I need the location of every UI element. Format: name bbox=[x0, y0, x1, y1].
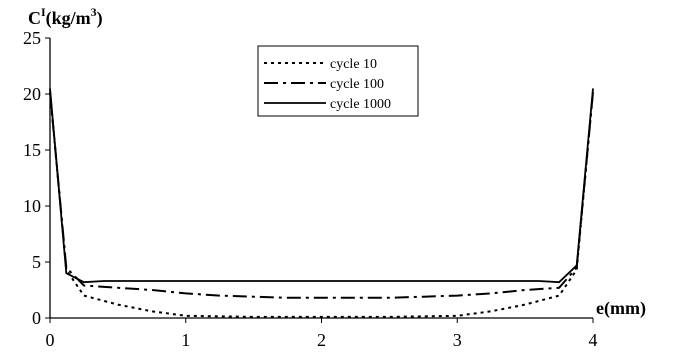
series-line-cycle-100 bbox=[49, 91, 594, 299]
series-lines bbox=[49, 88, 594, 318]
y-tick-label: 0 bbox=[32, 308, 41, 328]
x-axis-title: e(mm) bbox=[596, 298, 646, 319]
x-tick-label: 4 bbox=[589, 330, 598, 350]
x-tick-label: 1 bbox=[181, 330, 190, 350]
y-tick-label: 10 bbox=[23, 196, 41, 216]
legend-label: cycle 1000 bbox=[330, 97, 391, 112]
y-tick-label: 25 bbox=[23, 28, 41, 48]
x-tick-label: 0 bbox=[46, 330, 55, 350]
x-tick-label: 3 bbox=[453, 330, 462, 350]
legend-label: cycle 100 bbox=[330, 77, 384, 92]
y-tick-label: 15 bbox=[23, 140, 41, 160]
y-tick-label: 20 bbox=[23, 84, 41, 104]
legend: cycle 10 cycle 100 cycle 1000 bbox=[257, 45, 419, 117]
series-line-cycle-10 bbox=[49, 91, 594, 318]
x-tick-label: 2 bbox=[317, 330, 326, 350]
legend-box bbox=[257, 45, 419, 117]
y-axis-title: CI(kg/m3) bbox=[28, 5, 103, 29]
tick-labels: 0 5 10 15 20 25 0 1 2 3 4 bbox=[23, 28, 598, 350]
y-tick-label: 5 bbox=[32, 252, 41, 272]
legend-label: cycle 10 bbox=[330, 57, 377, 72]
series-line-cycle-1000 bbox=[49, 88, 594, 284]
